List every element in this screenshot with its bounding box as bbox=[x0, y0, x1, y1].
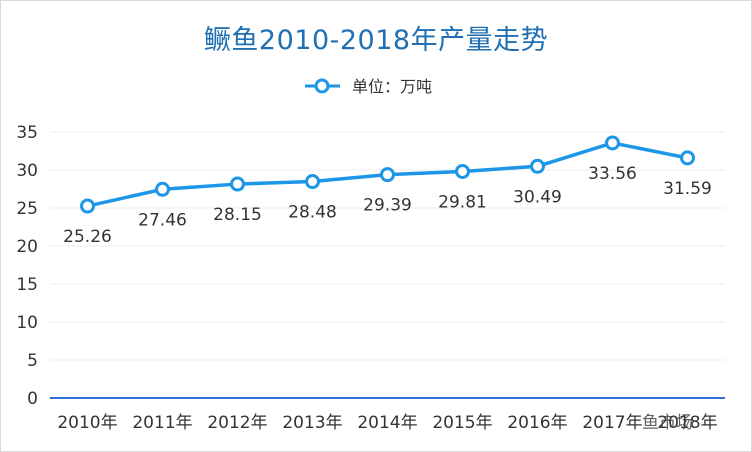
data-point bbox=[380, 167, 395, 183]
y-tick-label: 5 bbox=[27, 351, 38, 371]
x-tick-label: 2010年 bbox=[57, 413, 117, 433]
data-point bbox=[680, 150, 695, 166]
data-point bbox=[305, 174, 320, 190]
data-point bbox=[155, 181, 170, 197]
y-tick-label: 20 bbox=[16, 237, 38, 257]
x-tick-label: 2013年 bbox=[282, 413, 342, 433]
data-point bbox=[605, 135, 620, 151]
data-point bbox=[80, 198, 95, 214]
data-label: 30.49 bbox=[513, 187, 562, 207]
data-label: 31.59 bbox=[663, 179, 712, 199]
data-label: 28.48 bbox=[288, 203, 337, 223]
data-label: 29.39 bbox=[363, 196, 412, 216]
data-label: 28.15 bbox=[213, 205, 262, 225]
x-tick-label: 2017年 bbox=[582, 413, 642, 433]
legend-marker-icon bbox=[314, 78, 330, 94]
x-tick-label: 2016年 bbox=[507, 413, 567, 433]
data-label: 29.81 bbox=[438, 192, 487, 212]
legend-label: 单位：万吨 bbox=[352, 77, 432, 96]
y-tick-label: 15 bbox=[16, 275, 38, 295]
y-tick-label: 30 bbox=[16, 161, 38, 181]
data-label: 33.56 bbox=[588, 164, 637, 184]
x-tick-label: 2011年 bbox=[132, 413, 192, 433]
watermark-text: 鱼市场 bbox=[642, 413, 693, 433]
x-tick-label: 2014年 bbox=[357, 413, 417, 433]
data-point bbox=[230, 176, 245, 192]
data-label: 25.26 bbox=[63, 227, 112, 247]
data-point bbox=[455, 163, 470, 179]
y-tick-label: 35 bbox=[16, 123, 38, 143]
data-point bbox=[530, 158, 545, 174]
legend: 单位：万吨 bbox=[305, 77, 432, 96]
x-tick-label: 2015年 bbox=[432, 413, 492, 433]
x-tick-label: 2012年 bbox=[207, 413, 267, 433]
chart-title: 鳜鱼2010-2018年产量走势 bbox=[203, 25, 549, 56]
y-tick-label: 0 bbox=[27, 389, 38, 409]
y-tick-label: 10 bbox=[16, 313, 38, 333]
data-label: 27.46 bbox=[138, 210, 187, 230]
y-tick-label: 25 bbox=[16, 199, 38, 219]
x-tick-label: 2018年 bbox=[657, 413, 717, 433]
